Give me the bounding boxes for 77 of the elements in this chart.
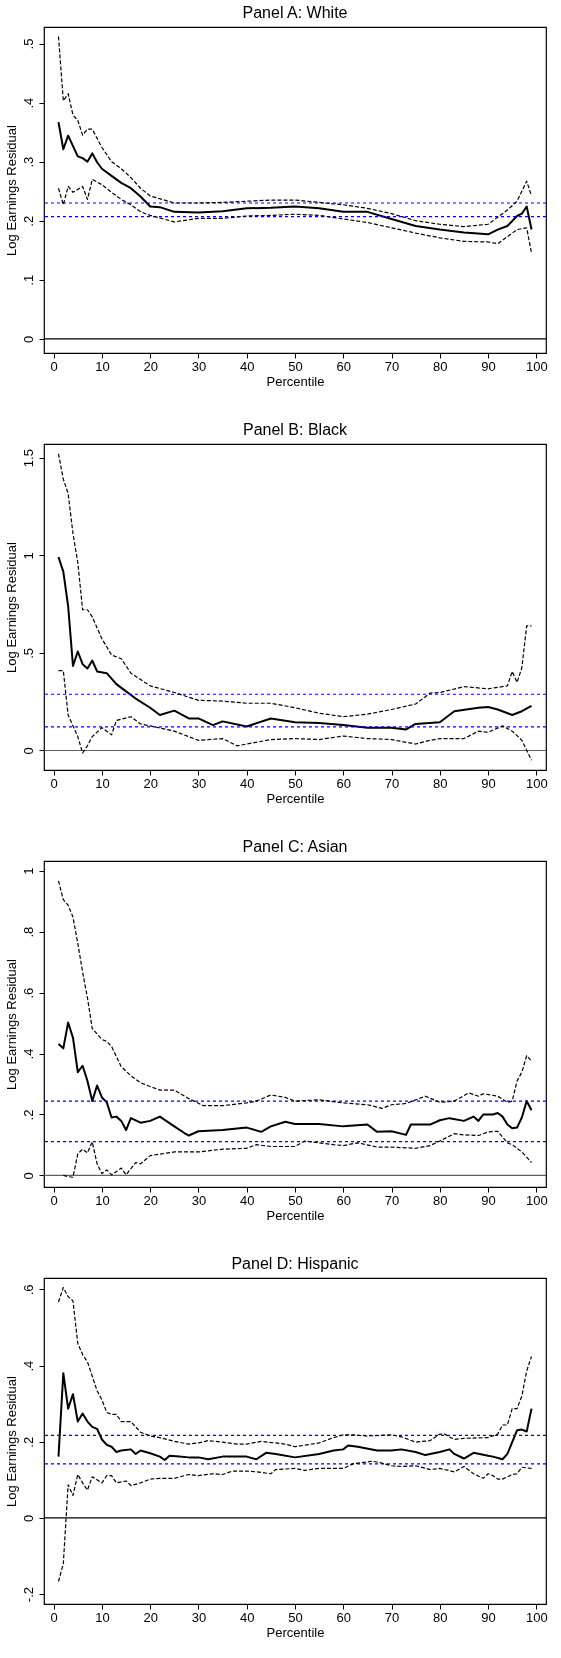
y-tick-label: 1.5 — [20, 449, 36, 468]
chart-title: Panel C: Asian — [242, 838, 348, 855]
x-tick-label: 90 — [481, 775, 496, 791]
x-tick-label: 100 — [525, 358, 548, 374]
y-tick-label: 0 — [20, 1172, 36, 1180]
y-tick-label: .8 — [20, 926, 36, 938]
x-tick-label: 70 — [384, 1192, 400, 1208]
x-tick-label: 70 — [384, 358, 400, 374]
y-tick-label: .2 — [20, 1109, 36, 1121]
x-tick-label: 100 — [525, 775, 548, 791]
x-tick-label: 0 — [50, 775, 58, 791]
x-tick-label: 20 — [143, 775, 158, 791]
x-tick-label: 80 — [433, 775, 448, 791]
x-tick-label: 60 — [336, 775, 351, 791]
y-tick-label: .1 — [20, 274, 36, 286]
y-tick-label: .3 — [20, 156, 36, 168]
x-tick-label: 80 — [433, 1609, 448, 1625]
y-tick-label: .4 — [20, 1360, 36, 1372]
y-axis-title: Log Earnings Residual — [3, 541, 19, 673]
y-tick-label: 0 — [20, 1514, 36, 1523]
y-tick-label: .5 — [20, 647, 36, 659]
x-tick-label: 90 — [481, 358, 496, 374]
x-tick-label: 20 — [143, 1609, 158, 1625]
x-axis-title: Percentile — [266, 790, 325, 806]
x-tick-label: 50 — [288, 1609, 303, 1625]
y-tick-label: 0 — [20, 747, 36, 755]
y-tick-label: .4 — [20, 1048, 36, 1060]
x-tick-label: 10 — [95, 1192, 110, 1208]
x-tick-label: 100 — [525, 1609, 548, 1625]
chart-title: Panel B: Black — [242, 421, 349, 438]
x-tick-label: 60 — [336, 358, 351, 374]
x-tick-label: 80 — [433, 358, 448, 374]
y-tick-label: 0 — [20, 335, 36, 343]
chart-title: Panel D: Hispanic — [231, 1255, 359, 1272]
x-tick-label: 20 — [143, 1192, 158, 1208]
x-tick-label: 30 — [191, 358, 207, 374]
y-tick-label: .2 — [20, 215, 36, 227]
y-tick-label: .6 — [20, 1284, 36, 1296]
x-tick-label: 70 — [384, 775, 400, 791]
y-tick-label: 1 — [20, 867, 36, 875]
x-tick-label: 50 — [288, 358, 303, 374]
x-tick-label: 40 — [240, 1192, 255, 1208]
x-tick-label: 40 — [240, 358, 255, 374]
x-tick-label: 0 — [50, 1192, 58, 1208]
y-axis-title: Log Earnings Residual — [3, 124, 19, 256]
x-tick-label: 50 — [288, 1192, 303, 1208]
x-tick-label: 40 — [240, 1609, 255, 1625]
x-tick-label: 70 — [384, 1609, 400, 1625]
x-axis-title: Percentile — [266, 1207, 325, 1223]
x-tick-label: 90 — [481, 1609, 496, 1625]
x-axis-title: Percentile — [266, 1624, 325, 1640]
y-axis-title: Log Earnings Residual — [3, 1375, 19, 1507]
x-axis-title: Percentile — [266, 373, 325, 389]
x-tick-label: 30 — [191, 775, 207, 791]
y-tick-label: .5 — [20, 38, 36, 50]
x-tick-label: 90 — [481, 1192, 496, 1208]
x-tick-label: 60 — [336, 1192, 351, 1208]
y-tick-label: .4 — [20, 97, 36, 109]
y-axis-title: Log Earnings Residual — [3, 958, 19, 1090]
y-tick-label: .2 — [20, 1436, 36, 1448]
x-tick-label: 10 — [95, 775, 110, 791]
x-tick-label: 60 — [336, 1609, 351, 1625]
x-tick-label: 0 — [50, 358, 58, 374]
x-tick-label: 30 — [191, 1192, 207, 1208]
y-tick-label: 1 — [20, 552, 36, 560]
x-tick-label: 20 — [143, 358, 158, 374]
x-tick-label: 10 — [95, 358, 110, 374]
x-tick-label: 100 — [525, 1192, 548, 1208]
y-tick-label: .6 — [20, 987, 36, 999]
x-tick-label: 80 — [433, 1192, 448, 1208]
y-tick-label: -.2 — [20, 1587, 36, 1603]
x-tick-label: 50 — [288, 775, 303, 791]
x-tick-label: 0 — [50, 1609, 58, 1625]
x-tick-label: 10 — [95, 1609, 110, 1625]
x-tick-label: 40 — [240, 775, 255, 791]
chart-title: Panel A: White — [242, 4, 348, 21]
x-tick-label: 30 — [191, 1609, 207, 1625]
